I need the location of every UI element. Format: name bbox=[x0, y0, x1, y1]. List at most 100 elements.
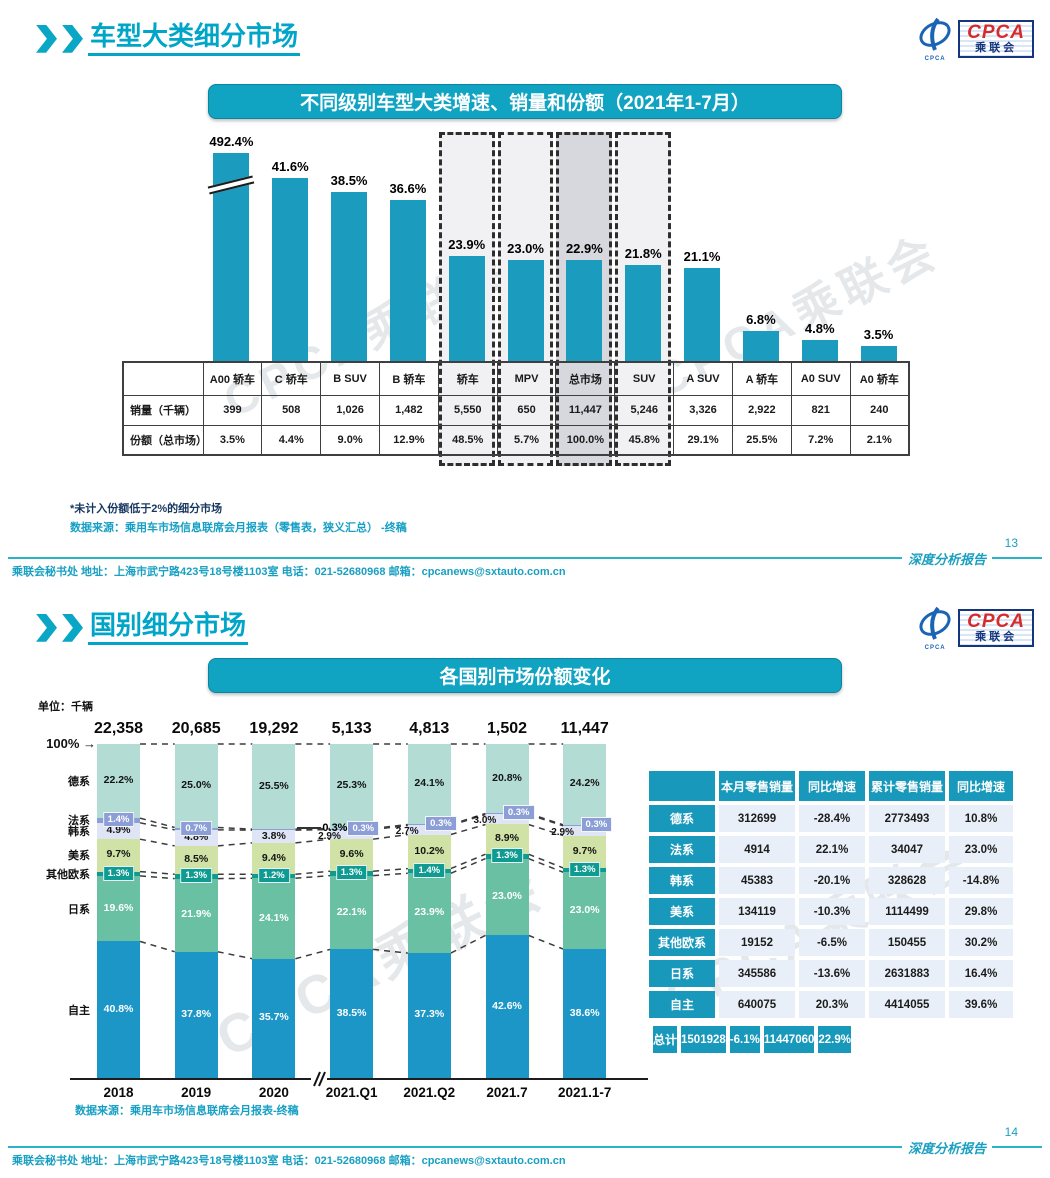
bar-value-label: 36.6% bbox=[389, 180, 427, 196]
column-header: A0 轿车 bbox=[849, 361, 910, 396]
table-cell: 5.7% bbox=[496, 424, 557, 456]
line bbox=[295, 948, 331, 960]
segment-value-label: 22.2% bbox=[103, 774, 134, 787]
unit-label: 单位：千辆 bbox=[38, 701, 93, 713]
ellipse bbox=[919, 610, 951, 636]
column-header: 同比增速 bbox=[799, 771, 865, 801]
row-label: 销量（千辆） bbox=[122, 394, 204, 426]
table-cell: -14.8% bbox=[949, 867, 1013, 894]
line bbox=[295, 874, 331, 880]
fr-share-box: 0.3% bbox=[580, 816, 613, 832]
segment-value-label: 25.5% bbox=[259, 779, 289, 792]
table-cell: 2,922 bbox=[731, 394, 792, 426]
series-label-其他欧系: 其他欧系 bbox=[46, 868, 90, 881]
table-row-总计: 总计 1501928 -6.1% 11447060 22.9% bbox=[649, 1022, 855, 1057]
chart-title-banner: 各国别市场份额变化 bbox=[208, 658, 842, 693]
x-axis-label: 2021.7 bbox=[486, 1085, 528, 1100]
table-cell: 345586 bbox=[719, 960, 795, 987]
footer-divider bbox=[8, 1146, 1042, 1148]
callout-label: 0.3% bbox=[322, 822, 348, 835]
segment-value-label: 21.9% bbox=[181, 908, 212, 921]
bar-C 轿车 bbox=[272, 177, 309, 361]
bar-value-label: 41.6% bbox=[271, 158, 309, 174]
slide-header: 车型大类细分市场 bbox=[36, 22, 301, 56]
x-axis-label: 2018 bbox=[103, 1085, 134, 1100]
column-header: MPV bbox=[496, 361, 557, 396]
total-label: 22,358 bbox=[94, 720, 143, 737]
line bbox=[139, 817, 175, 829]
slide-header: 国别细分市场 bbox=[36, 611, 249, 645]
table-cell: -6.1% bbox=[729, 1026, 760, 1053]
eu-other-share-box: 1.3% bbox=[335, 865, 368, 881]
column-header: B SUV bbox=[320, 361, 380, 396]
segment-value-label: 23.0% bbox=[569, 903, 600, 916]
column-header: A00 轿车 bbox=[202, 361, 263, 396]
series-label-自主: 自主 bbox=[68, 1004, 90, 1017]
segment-日系 bbox=[330, 875, 374, 950]
table-cell: -10.3% bbox=[799, 898, 865, 925]
chevron-icon bbox=[36, 24, 57, 53]
table-cell: 19152 bbox=[719, 929, 795, 956]
break-slashes bbox=[313, 1071, 327, 1087]
table-cell: 23.0% bbox=[949, 836, 1013, 863]
line bbox=[295, 870, 331, 876]
fr-share-box: 0.3% bbox=[502, 805, 535, 821]
table-cell: 4914 bbox=[719, 836, 795, 863]
line bbox=[139, 870, 175, 876]
row-label: 韩系 bbox=[649, 867, 715, 894]
series-label-德系: 德系 bbox=[68, 776, 90, 789]
table-row-法系: 法系 4914 22.1% 34047 23.0% bbox=[649, 836, 1013, 863]
table-cell: 48.5% bbox=[437, 424, 498, 456]
segment-value-label: 2.7% bbox=[395, 826, 419, 838]
bar-value-label: 21.8% bbox=[624, 246, 662, 262]
x-axis-label: 2021.Q2 bbox=[403, 1085, 456, 1100]
stacked-bar-2021.7: 20.8% 0.3% 3.0% 8.9% 1.3% 23.0% 42.6% bbox=[474, 744, 535, 1078]
logo-caption: CPCA bbox=[924, 645, 946, 651]
segment-自主 bbox=[407, 953, 451, 1078]
line bbox=[450, 934, 486, 954]
column-header: 同比增速 bbox=[949, 771, 1013, 801]
logo-caption: CPCA bbox=[924, 56, 946, 62]
stacked-bar-2021.1-7: 24.2% 0.3% 2.9% 9.7% 1.3% 23.0% 38.6% bbox=[551, 744, 613, 1078]
segment-value-label: 40.8% bbox=[103, 1002, 134, 1015]
bar-value-label: 23.0% bbox=[507, 240, 544, 256]
bar-A0 轿车 bbox=[860, 345, 897, 361]
table-cell: 1,482 bbox=[378, 394, 439, 426]
row-label: 日系 bbox=[649, 960, 715, 987]
segment-自主 bbox=[252, 958, 296, 1078]
x-axis bbox=[70, 1078, 648, 1080]
chevron-icon bbox=[36, 613, 57, 642]
chart-title-banner: 不同级别车型大类增速、销量和份额（2021年1-7月） bbox=[208, 84, 842, 119]
line bbox=[450, 853, 486, 870]
segment-韩系 bbox=[252, 830, 296, 843]
row-label: 其他欧系 bbox=[649, 929, 715, 956]
bar-A0 SUV bbox=[801, 339, 838, 361]
segment-value-label: 37.8% bbox=[181, 1007, 212, 1020]
table-cell: -20.1% bbox=[799, 867, 865, 894]
fr-share-box: 0.3% bbox=[347, 820, 380, 836]
table-cell: 2773493 bbox=[869, 805, 945, 832]
segment-德系 bbox=[563, 744, 607, 825]
footer-divider bbox=[8, 557, 1042, 559]
segment-德系 bbox=[97, 744, 140, 819]
source-note: 数据来源：乘用车市场信息联席会月报表-终稿 bbox=[75, 1105, 299, 1117]
table-cell: 5,550 bbox=[437, 394, 498, 426]
cpca-logo-icon: CPCA bbox=[916, 16, 954, 62]
page-title: 国别细分市场 bbox=[88, 611, 249, 645]
line bbox=[373, 867, 408, 873]
line bbox=[139, 822, 175, 831]
country-share-stacked-chart: 22,358 20,685 19,292 5,133 4,813 1,502 11,447 1… bbox=[40, 712, 652, 1108]
path bbox=[930, 606, 940, 640]
table-cell: 22.1% bbox=[799, 836, 865, 863]
footer-contact: 乘联会秘书处 地址：上海市武宁路423号18号楼1103室 电话：021-526… bbox=[12, 566, 566, 578]
row-label: 份额（总市场） bbox=[122, 424, 207, 456]
segment-日系 bbox=[97, 875, 140, 942]
segment-value-label: 24.2% bbox=[569, 777, 600, 790]
total-label: 20,685 bbox=[171, 720, 221, 737]
table-cell: 4.4% bbox=[261, 424, 322, 456]
table-cell: 2.1% bbox=[849, 424, 910, 456]
report-brand: 深度分析报告 bbox=[901, 1138, 992, 1157]
bar-A 轿车 bbox=[742, 331, 779, 361]
eu-other-share-box: 1.3% bbox=[568, 862, 601, 878]
eu-other-share-box: 1.3% bbox=[180, 868, 213, 884]
